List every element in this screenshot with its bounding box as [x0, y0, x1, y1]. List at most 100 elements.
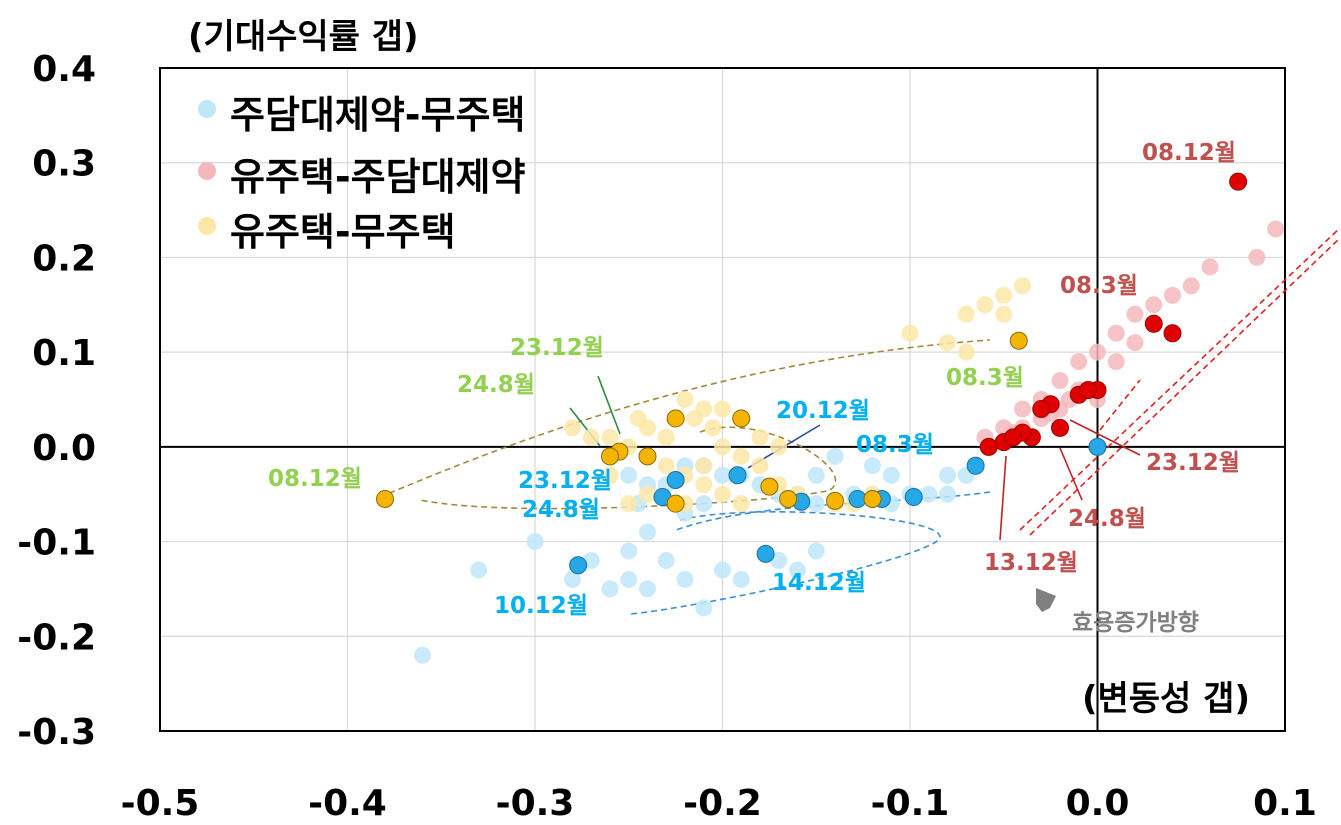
y-tick-label: -0.1 [17, 523, 96, 564]
series-1-point [1145, 296, 1163, 314]
series-1-highlight-point [979, 437, 998, 456]
series-0-highlight-point [756, 544, 775, 563]
arrow-olive-23-12 [597, 375, 621, 435]
series-0-point [807, 495, 825, 513]
annotation-red-13-12: 13.12월 [984, 550, 1078, 576]
olive-trajectory-guide [379, 339, 991, 498]
series-2-point [629, 409, 647, 427]
olive-loop-guide [419, 426, 837, 510]
series-0-highlight-point [569, 556, 588, 575]
x-axis-title: (변동성 갭) [1082, 679, 1250, 719]
series-0-point [807, 466, 825, 484]
series-2-point [995, 305, 1013, 323]
series-1-point [1126, 305, 1144, 323]
series-2-point [751, 428, 769, 446]
series-0-point [882, 466, 900, 484]
series-1-point [1182, 277, 1200, 295]
series-0-point [695, 599, 713, 617]
series-1-point [1089, 343, 1106, 361]
annotation-blue-20-12: 20.12월 [776, 398, 870, 424]
x-tick-label: -0.2 [683, 783, 762, 824]
series-0-highlight-point [904, 488, 923, 507]
series-2-point [995, 286, 1013, 304]
series-2-point [901, 324, 919, 342]
series-2-point [939, 334, 956, 352]
annotation-blue-24-8: 24.8월 [522, 497, 600, 523]
y-tick-label: 0.0 [32, 428, 96, 469]
legend-label-0: 주담대제약-무주택 [230, 93, 525, 137]
series-1-point [1070, 353, 1088, 371]
series-2-point [732, 495, 750, 513]
series-0-point [939, 485, 956, 503]
series-0-point [601, 580, 619, 598]
series-0-highlight-point [1088, 437, 1107, 456]
annotation-olive-08-3: 08.3월 [946, 365, 1024, 391]
y-axis-title: (기대수익률 갭) [188, 17, 419, 57]
annotation-red-23-12: 23.12월 [1146, 450, 1240, 476]
series-2-point [657, 457, 675, 475]
utility-direction-arrow-icon [1036, 588, 1056, 612]
series-0-highlight-point [848, 489, 867, 508]
series-1-point [1164, 286, 1181, 304]
series-0-point [939, 466, 956, 484]
x-tick-label: 0.1 [1253, 783, 1317, 824]
series-1-highlight-point [1144, 314, 1163, 333]
y-tick-label: -0.3 [17, 712, 96, 753]
annotation-blue-08-3: 08.3월 [856, 432, 934, 458]
blue-trajectory-guide [629, 511, 941, 615]
series-2-highlight-point [826, 491, 844, 510]
series-2-highlight-point [863, 489, 882, 508]
series-2-point [695, 476, 713, 494]
series-2-highlight-point [666, 494, 685, 513]
series-0-point [414, 646, 431, 664]
series-0-point [789, 561, 806, 579]
red-trajectory-guide-2 [1029, 237, 1341, 536]
series-0-point [470, 561, 488, 579]
series-2-point [714, 438, 731, 456]
series-0-point [770, 552, 788, 570]
series-1-highlight-point [1163, 324, 1182, 343]
axes: -0.5 -0.4 -0.3 -0.2 -0.1 0.0 0.1 0.4 0.3 0.2 0.1 0.… [17, 49, 1317, 824]
legend-marker-2 [198, 217, 216, 235]
series-2-point [601, 466, 619, 484]
series-1-point [1107, 324, 1125, 342]
series-1-highlight-point [1051, 418, 1069, 437]
legend: 주담대제약-무주택 유주택-주담대제약 유주택-무주택 [198, 93, 525, 254]
series-2-point [751, 457, 769, 475]
x-tick-label: -0.1 [871, 783, 950, 824]
series-2-point [639, 485, 656, 503]
series-2-point [685, 409, 703, 427]
annotation-olive-24-8: 24.8월 [457, 372, 535, 398]
legend-marker-1 [198, 162, 216, 180]
series-0-point [807, 542, 825, 560]
series-1-highlight-point [1229, 172, 1248, 191]
arrow-red-13-12 [999, 455, 1007, 541]
series-2-highlight-point [779, 489, 798, 508]
series-2-point [620, 495, 638, 513]
series-1-point [1051, 372, 1069, 390]
x-tick-label: -0.4 [308, 783, 387, 824]
series-0-point [657, 552, 675, 570]
series-2-point [601, 428, 619, 446]
series-0-point [564, 570, 581, 588]
series-0-point [526, 533, 544, 551]
legend-label-1: 유주택-주담대제약 [230, 155, 525, 199]
series-0-point [920, 485, 938, 503]
legend-marker-0 [198, 100, 216, 118]
series-2-point [704, 419, 722, 437]
series-0-point [620, 466, 638, 484]
series-2-highlight-point [666, 409, 685, 428]
series-2-highlight-point [1009, 331, 1028, 350]
series-2-highlight-point [601, 447, 619, 466]
x-tick-label: -0.5 [121, 783, 200, 824]
series-2-point [564, 419, 581, 437]
y-tick-label: 0.1 [32, 333, 96, 374]
annotation-red-08-12: 08.12월 [1142, 140, 1236, 166]
series-0-point [695, 495, 713, 513]
series-2-point [770, 438, 788, 456]
annotation-blue-23-12: 23.12월 [518, 468, 612, 494]
series-2-point [676, 391, 694, 408]
data-points [376, 172, 1285, 664]
series-1-point [1248, 248, 1266, 266]
series-1-point [1014, 400, 1031, 418]
